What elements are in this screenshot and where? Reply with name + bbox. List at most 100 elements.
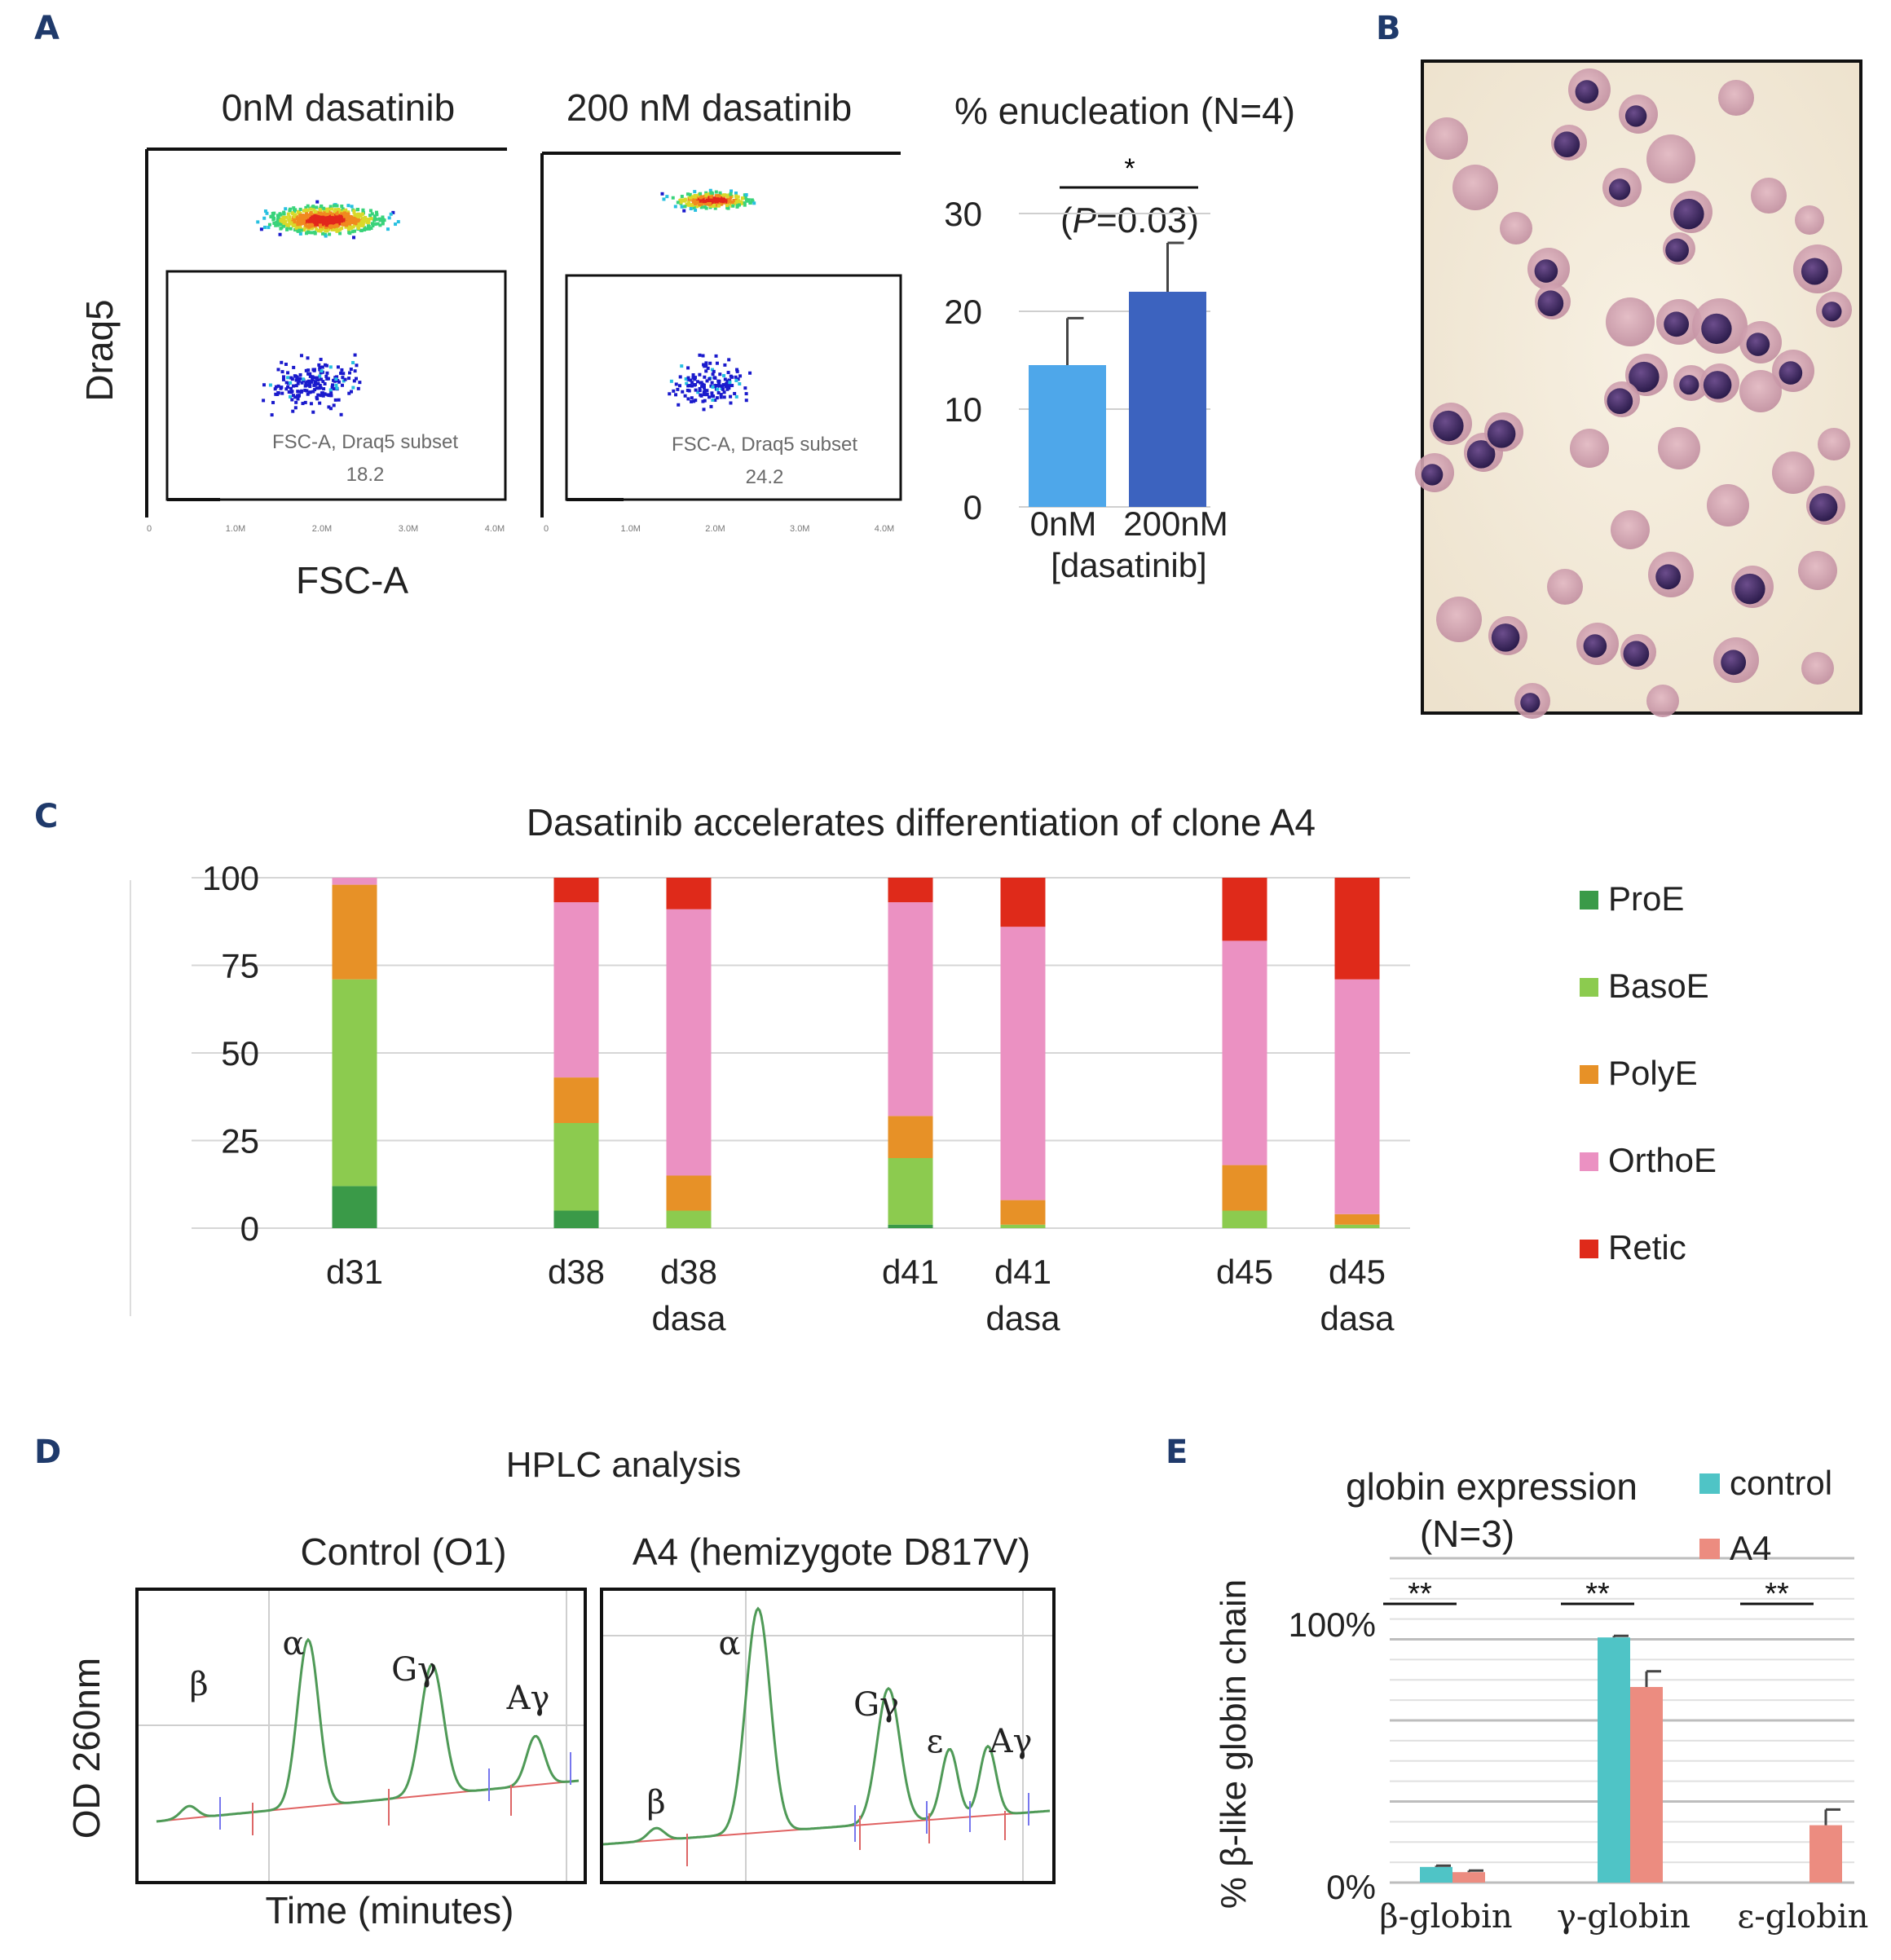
flow-dot (329, 391, 333, 395)
flow-dot (680, 205, 684, 209)
flow-dot (293, 374, 297, 378)
flow-dot (714, 190, 718, 194)
flow-dot (281, 215, 285, 219)
flow-dot (318, 374, 322, 378)
cell-nucleus (1534, 259, 1558, 283)
flow-dot (734, 375, 738, 379)
flow-dot (294, 226, 298, 230)
cell-nucleus (1673, 198, 1704, 230)
flow-dot (287, 381, 291, 385)
flow-dot (305, 214, 309, 218)
flow-dot (314, 382, 318, 386)
flow-dot (683, 205, 687, 209)
globin-bar-control (1598, 1637, 1630, 1883)
flow-dot (306, 215, 310, 219)
flow-dot (280, 219, 284, 223)
stack-segment-basoe (553, 1123, 599, 1211)
flow-dot (741, 196, 745, 200)
flow-dot (335, 227, 339, 231)
flow-dot (361, 223, 365, 227)
flow-xtick: 3.0M (790, 524, 809, 534)
flow-dot (324, 218, 328, 222)
panel-label-d: D (34, 1434, 61, 1471)
flow-dot (267, 226, 271, 230)
flow-dot (311, 390, 315, 394)
flow-dot (315, 376, 320, 380)
cell (1570, 429, 1609, 468)
flow-dot (263, 209, 267, 214)
hplc-control-frame (135, 1588, 587, 1884)
flow-dot (290, 390, 294, 394)
flow-dot (348, 227, 352, 231)
flow-dot (686, 397, 690, 401)
flow-dot (734, 192, 738, 196)
flow-dot (691, 376, 695, 380)
flow-dot (336, 216, 340, 220)
cell (1772, 451, 1814, 494)
flow-dot (324, 363, 328, 368)
flow-dot (341, 207, 345, 211)
flow-dot (722, 193, 726, 197)
flow-dot (311, 219, 315, 223)
flow-dot (306, 356, 310, 360)
flow-dot (715, 396, 719, 400)
stack-segment-orthoe (666, 909, 712, 1176)
flow-dot (381, 215, 385, 219)
flow-dot (738, 374, 743, 378)
flow-dot (689, 378, 693, 382)
flow-dot (373, 222, 377, 227)
flow-dot (735, 368, 739, 372)
flow-dot (711, 385, 715, 389)
flow-dot (276, 215, 280, 219)
stack-segment-orthoe (1334, 979, 1380, 1214)
flow-dot (309, 402, 313, 406)
flow-dot (319, 371, 323, 375)
flow-dot (316, 381, 320, 385)
flow-dot (686, 366, 690, 370)
stack-segment-polye (1000, 1200, 1046, 1225)
flow-dot (330, 385, 334, 389)
flow-dot (296, 218, 300, 222)
flow-dot (342, 217, 346, 221)
flow-dot (724, 385, 728, 389)
flow-xtick: 1.0M (226, 524, 245, 534)
flow-xtick: 0 (147, 524, 152, 534)
flow-dot (705, 389, 709, 393)
stack-segment-basoe (1222, 1210, 1267, 1228)
cell-nucleus (1433, 410, 1464, 442)
cell-nucleus (1679, 375, 1699, 395)
flow-dot (683, 197, 687, 201)
panel-c-ytick: 75 (221, 947, 259, 985)
flow-dot (315, 227, 319, 231)
globin-bar-a4 (1630, 1687, 1663, 1883)
enucleation-bar (1129, 292, 1206, 507)
flow-dot (289, 386, 293, 390)
flow-dot (691, 203, 695, 207)
flow-xticks-200nm: 0 1.0M 2.0M 3.0M 4.0M (544, 524, 894, 534)
panel-e-globin: globin expression (N=3) % β-like globin … (1214, 1464, 1868, 1936)
cell-nucleus (1779, 361, 1803, 385)
flow-dot (375, 210, 379, 214)
flow-dot (329, 224, 333, 228)
flow-dot (292, 384, 296, 388)
flow-dot (660, 192, 664, 196)
gate-box-0nm (165, 270, 507, 501)
flow-dot (353, 353, 357, 357)
flow-dot (296, 228, 300, 232)
flow-dot (325, 371, 329, 375)
flow-dot (350, 218, 354, 222)
flow-dot (289, 207, 293, 211)
cell (1611, 510, 1650, 549)
flow-dot (708, 198, 712, 202)
flow-dot (715, 361, 719, 365)
flow-dot (309, 207, 313, 211)
flow-dot (289, 381, 293, 385)
flow-dot (285, 227, 289, 231)
flow-dot (671, 196, 675, 200)
flow-dot (367, 224, 371, 228)
flow-dot (743, 386, 747, 390)
flow-dot (325, 229, 329, 233)
cell (1547, 569, 1583, 605)
flow-dot (297, 225, 301, 229)
flow-dot (342, 213, 346, 217)
